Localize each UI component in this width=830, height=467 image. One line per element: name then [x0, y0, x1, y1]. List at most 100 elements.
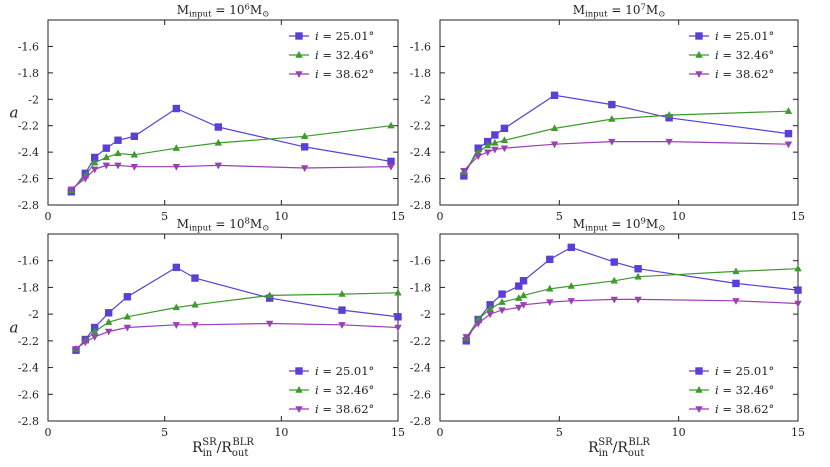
series-1	[72, 263, 402, 354]
data-point	[265, 291, 274, 299]
data-point	[81, 175, 90, 183]
data-point	[732, 267, 740, 275]
data-point	[172, 303, 181, 311]
data-point	[191, 274, 199, 282]
y-tick-label: -2.2	[410, 120, 431, 133]
series-2	[460, 107, 793, 175]
data-point	[172, 104, 181, 113]
series-line	[465, 246, 799, 342]
y-tick-label: -2.2	[18, 335, 39, 348]
data-point	[486, 311, 494, 319]
legend-entry-2: i = 32.46°	[689, 48, 774, 62]
y-tick-label: -2.8	[18, 415, 39, 428]
series-line	[70, 164, 392, 190]
y-tick-label: -1.6	[410, 255, 431, 268]
legend-label: i = 25.01°	[715, 364, 774, 378]
data-point	[665, 138, 673, 146]
panel-3: -2.8 -2.6 -2.4 -2.2 -2 -1.8 -1.6 0 5 10 15 Minput =…	[10, 217, 405, 460]
data-point	[130, 150, 139, 158]
y-tick-label: -2	[420, 93, 431, 106]
panel-2: -2.8 -2.6 -2.4 -2.2 -2 -1.8 -1.6 0 5 10 15 Minput =…	[410, 3, 805, 224]
y-axis-label: a	[10, 104, 19, 122]
panel-title: Minput = 108M⊙	[177, 217, 270, 234]
data-point	[114, 149, 122, 157]
y-tick-label: -1.8	[410, 67, 431, 80]
legend-label: i = 25.01°	[315, 29, 374, 43]
legend-entry-1: i = 25.01°	[689, 364, 774, 378]
data-point	[90, 166, 99, 174]
y-tick-label: -2.2	[410, 335, 431, 348]
legend-entry-3: i = 38.62°	[289, 402, 374, 416]
data-point	[300, 143, 309, 151]
y-tick-label: -1.6	[18, 255, 39, 268]
data-point	[515, 282, 523, 290]
series-line	[70, 107, 392, 193]
y-tick-label: -2.6	[18, 388, 39, 401]
panel-title: Minput = 109M⊙	[573, 217, 666, 234]
series-line	[70, 125, 392, 191]
x-tick-label: 5	[556, 210, 563, 223]
data-point	[123, 293, 132, 301]
series-1	[67, 104, 395, 196]
legend-marker	[295, 71, 303, 78]
data-point	[214, 123, 223, 131]
panel-title: Minput = 107M⊙	[573, 3, 666, 20]
y-tick-label: -2.8	[410, 415, 431, 428]
y-tick-label: -1.6	[410, 40, 431, 53]
legend-marker	[295, 367, 303, 375]
data-point	[732, 279, 740, 288]
plot-frame	[439, 19, 799, 206]
data-point	[130, 132, 139, 140]
data-point	[191, 322, 199, 329]
y-tick-label: -2.2	[18, 120, 39, 133]
data-point	[102, 162, 111, 170]
legend-marker	[695, 71, 703, 78]
legend-label: i = 32.46°	[315, 48, 374, 62]
x-tick-label: 0	[45, 210, 52, 223]
data-point	[794, 264, 802, 272]
legend-entry-2: i = 32.46°	[289, 48, 374, 62]
data-point	[546, 255, 554, 264]
data-point	[172, 263, 181, 272]
legend-marker	[295, 406, 303, 413]
series-line	[463, 141, 789, 172]
series-1	[460, 91, 793, 180]
y-tick-label: -2.4	[18, 146, 39, 159]
series-1	[462, 243, 802, 345]
x-tick-label: 5	[161, 210, 168, 223]
data-point	[102, 153, 111, 161]
series-3	[67, 162, 395, 194]
data-point	[784, 107, 793, 114]
data-point	[214, 162, 223, 170]
panel-title: Minput = 106M⊙	[177, 3, 270, 20]
data-point	[300, 165, 309, 172]
data-point	[387, 163, 395, 171]
legend-entry-2: i = 32.46°	[289, 383, 374, 397]
data-point	[608, 100, 616, 109]
x-tick-label: 10	[672, 426, 686, 439]
legend-marker	[695, 32, 703, 40]
series-line	[465, 268, 799, 339]
data-point	[498, 307, 506, 315]
legend-entry-2: i = 32.46°	[689, 383, 774, 397]
y-tick-label: -2	[420, 308, 431, 321]
data-point	[90, 158, 99, 166]
series-3	[460, 138, 793, 175]
data-point	[90, 334, 99, 341]
x-tick-label: 5	[161, 426, 168, 439]
data-point	[608, 138, 616, 146]
data-point	[394, 313, 402, 321]
data-point	[498, 298, 506, 305]
series-3	[72, 320, 402, 353]
series-line	[75, 266, 399, 351]
data-point	[610, 276, 618, 284]
x-tick-label: 5	[556, 426, 563, 439]
data-point	[794, 300, 802, 308]
data-point	[567, 298, 575, 305]
data-point	[104, 318, 113, 325]
data-point	[546, 299, 554, 307]
x-tick-label: 0	[45, 426, 52, 439]
legend-entry-1: i = 25.01°	[289, 364, 374, 378]
data-point	[338, 290, 346, 297]
